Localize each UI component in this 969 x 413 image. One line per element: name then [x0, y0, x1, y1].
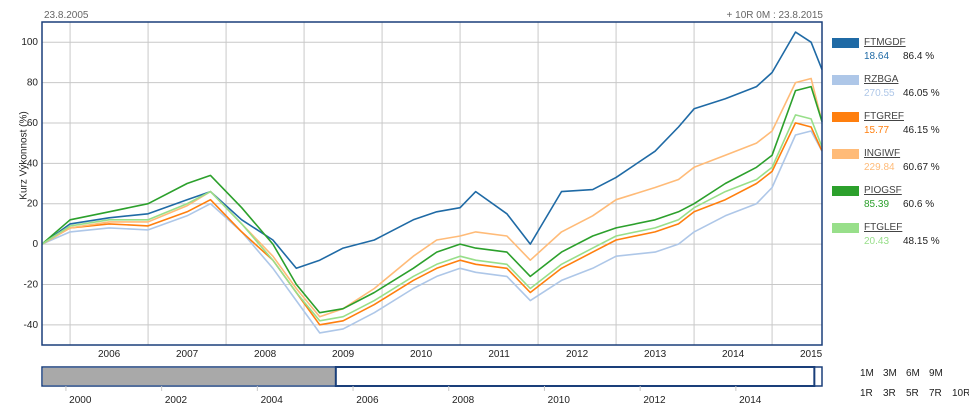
range-button-1r[interactable]: 1R — [860, 388, 873, 399]
grid — [42, 22, 822, 345]
range-button-9m[interactable]: 9M — [929, 368, 943, 379]
range-button-3r[interactable]: 3R — [883, 388, 896, 399]
range-button-6m[interactable]: 6M — [906, 368, 920, 379]
navigator-unselected-area — [43, 368, 336, 385]
legend-name[interactable]: INGIWF — [864, 148, 901, 159]
start-date: 23.8.2005 — [44, 10, 89, 21]
series-line-rzbga — [41, 130, 823, 334]
legend-performance: 86.4 % — [903, 51, 935, 62]
series-line-ftmgdf — [41, 31, 823, 270]
legend-performance: 46.15 % — [903, 125, 940, 136]
x-tick-label: 2007 — [176, 349, 199, 360]
legend-swatch — [832, 112, 859, 122]
series-line-piogsf — [41, 85, 823, 314]
navigator-selection-window[interactable] — [334, 366, 816, 387]
range-button-10r[interactable]: 10R — [952, 388, 969, 399]
x-axis-ticks: 2006 2007 2008 2009 2010 2011 2012 2013 2014 2015 — [98, 349, 823, 360]
legend-price: 85.39 — [864, 199, 890, 210]
legend-performance: 48.15 % — [903, 236, 940, 247]
y-tick-label: 80 — [27, 78, 39, 89]
y-axis-ticks: -40 -20 0 20 40 60 80 100 — [21, 37, 38, 331]
legend-name[interactable]: RZBGA — [864, 74, 899, 85]
x-tick-label: 2011 — [488, 349, 510, 360]
navigator-tick-label: 2010 — [548, 395, 571, 406]
y-tick-label: 100 — [21, 37, 38, 48]
legend-swatch — [832, 223, 859, 233]
y-tick-label: 40 — [27, 158, 39, 169]
legend-name[interactable]: FTGREF — [864, 111, 904, 122]
series-line-ftgref — [41, 122, 823, 326]
legend-price: 15.77 — [864, 125, 890, 136]
legend-name[interactable]: FTMGDF — [864, 37, 906, 48]
navigator-tick-label: 2014 — [739, 395, 762, 406]
y-tick-label: -20 — [24, 279, 39, 290]
navigator-tick-label: 2000 — [69, 395, 92, 406]
legend-performance: 46.05 % — [903, 88, 940, 99]
legend-price: 229.84 — [864, 162, 895, 173]
legend-name[interactable]: FTGLEF — [864, 222, 903, 233]
legend-name[interactable]: PIOGSF — [864, 185, 902, 196]
x-tick-label: 2006 — [98, 349, 121, 360]
range-button-7r[interactable]: 7R — [929, 388, 942, 399]
series-group — [41, 31, 823, 334]
x-tick-label: 2012 — [566, 349, 589, 360]
navigator-tick-label: 2002 — [165, 395, 188, 406]
legend-swatch — [832, 38, 859, 48]
navigator-tick-label: 2006 — [356, 395, 379, 406]
range-button-5r[interactable]: 5R — [906, 388, 919, 399]
legend-performance: 60.67 % — [903, 162, 940, 173]
navigator: 2000 2002 2004 2006 2008 2010 2012 2014 — [41, 366, 823, 406]
navigator-tick-label: 2012 — [643, 395, 666, 406]
legend-price: 18.64 — [864, 51, 890, 62]
legend-performance: 60.6 % — [903, 199, 935, 210]
legend-swatch — [832, 149, 859, 159]
legend-price: 270.55 — [864, 88, 895, 99]
x-tick-label: 2014 — [722, 349, 745, 360]
y-tick-label: -40 — [24, 320, 39, 331]
navigator-tick-label: 2004 — [261, 395, 284, 406]
y-tick-label: 20 — [27, 199, 39, 210]
x-tick-label: 2015 — [800, 349, 823, 360]
x-tick-label: 2013 — [644, 349, 667, 360]
y-tick-label: 60 — [27, 118, 39, 129]
legend-swatch — [832, 186, 859, 196]
legend-swatch — [832, 75, 859, 85]
navigator-tick-label: 2008 — [452, 395, 475, 406]
range-button-3m[interactable]: 3M — [883, 368, 897, 379]
range-text: + 10R 0M : 23.8.2015 — [726, 10, 823, 21]
plot-border — [41, 21, 823, 346]
range-button-1m[interactable]: 1M — [860, 368, 874, 379]
y-tick-label: 0 — [32, 239, 38, 250]
x-tick-label: 2009 — [332, 349, 355, 360]
x-tick-label: 2008 — [254, 349, 277, 360]
x-tick-label: 2010 — [410, 349, 433, 360]
legend-price: 20.43 — [864, 236, 890, 247]
series-line-ftglef — [41, 114, 823, 322]
